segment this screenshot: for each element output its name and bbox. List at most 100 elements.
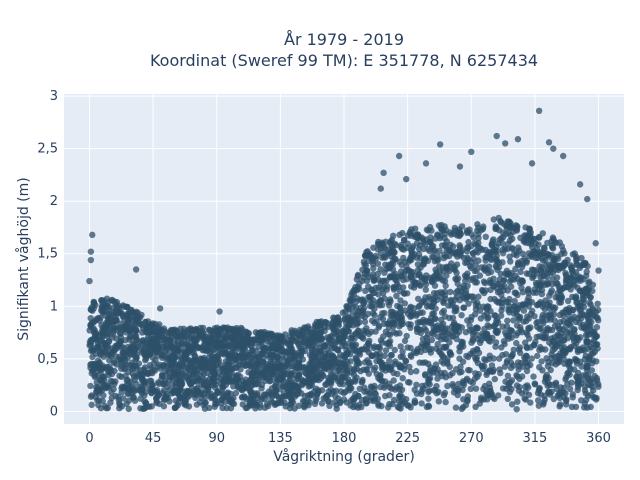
scatter-point [493,132,500,140]
scatter-point [545,139,553,146]
scatter-point [544,273,551,280]
scatter-point [175,376,182,384]
scatter-point [449,314,457,322]
scatter-point [129,370,136,377]
scatter-point [126,336,133,343]
scatter-point [443,253,450,260]
scatter-point [224,362,232,369]
scatter-point [201,399,209,407]
scatter-point [544,301,551,308]
scatter-point [152,335,160,343]
scatter-point [514,224,521,231]
scatter-point [131,321,138,328]
scatter-point [486,334,493,342]
x-tick-label: 360 [586,431,611,446]
scatter-point [585,375,592,382]
scatter-point [284,378,291,385]
scatter-point [479,365,487,372]
scatter-point [272,387,279,394]
scatter-point [310,372,317,379]
scatter-point [589,345,596,352]
scatter-point [498,283,506,290]
scatter-point [446,348,453,356]
scatter-point [411,386,418,393]
scatter-point [399,375,406,382]
scatter-point [576,287,583,294]
scatter-point [478,396,485,403]
scatter-point [505,240,512,248]
scatter-point [518,277,525,284]
scatter-point [204,369,211,377]
scatter-point [194,327,201,335]
scatter-point [423,403,430,411]
scatter-point [540,268,548,275]
scatter-point [307,339,315,346]
scatter-point [554,280,561,287]
scatter-point [159,389,167,397]
scatter-point [205,355,213,362]
scatter-point [587,294,594,301]
scatter-point [548,388,555,395]
scatter-point [366,337,373,344]
scatter-point [422,371,429,378]
scatter-point [563,374,570,381]
scatter-point [444,382,451,390]
scatter-point [386,302,393,309]
scatter-point [386,392,393,399]
scatter-point [573,299,580,306]
scatter-point [535,402,542,409]
scatter-point [499,323,506,330]
scatter-point [501,363,509,370]
x-tick-label: 90 [208,431,225,446]
scatter-point [132,266,140,273]
scatter-point [546,292,553,299]
scatter-point [407,344,414,352]
scatter-point [528,251,535,258]
scatter-point [578,397,585,404]
scatter-point [324,334,331,341]
scatter-point [508,385,515,393]
scatter-point [98,366,105,373]
scatter-point [140,346,148,353]
scatter-point [419,309,426,316]
scatter-point [182,353,190,360]
scatter-point [590,328,597,335]
scatter-point [585,356,592,363]
scatter-point [146,362,154,369]
scatter-point [490,216,497,223]
scatter-point [337,351,344,358]
scatter-point [91,365,98,372]
scatter-point [533,269,541,277]
scatter-point [417,329,424,337]
scatter-point [536,234,543,241]
scatter-point [517,324,524,331]
scatter-point [563,329,571,336]
scatter-point [543,250,550,257]
scatter-point [430,387,437,394]
scatter-point [473,354,480,362]
scatter-point [168,355,175,362]
scatter-point [588,391,595,398]
scatter-point [355,349,362,357]
scatter-point [311,400,319,407]
scatter-point [534,397,542,404]
scatter-point [116,372,123,379]
scatter-point [102,343,110,350]
scatter-point [91,372,99,379]
scatter-point [474,325,482,332]
scatter-point [451,326,458,333]
scatter-point [511,298,518,305]
scatter-point [300,402,307,410]
scatter-point [146,377,154,384]
scatter-point [536,263,543,270]
scatter-point [519,302,526,309]
scatter-point [460,381,468,389]
scatter-point [415,245,423,253]
scatter-point [472,306,480,313]
scatter-point [133,350,141,358]
scatter-point [447,296,455,304]
scatter-point [552,304,559,311]
scatter-point [392,358,399,365]
scatter-point [436,235,444,242]
scatter-point [519,373,526,380]
